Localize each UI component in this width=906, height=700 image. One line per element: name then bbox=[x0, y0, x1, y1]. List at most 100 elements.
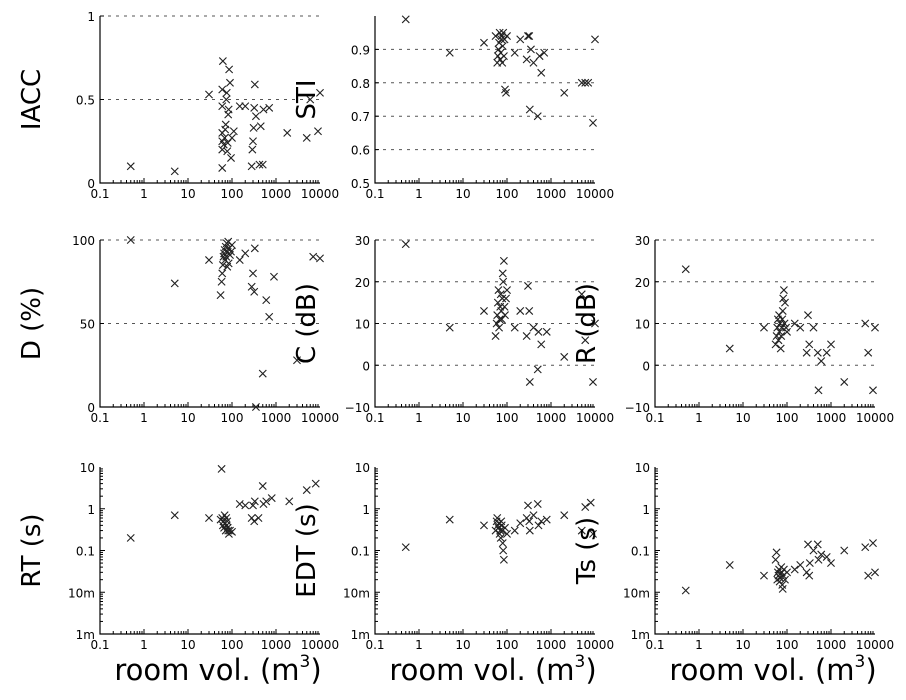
data-point bbox=[494, 45, 503, 54]
data-point bbox=[285, 497, 294, 506]
x-tick-label: 10000 bbox=[576, 411, 614, 425]
data-point bbox=[581, 78, 590, 87]
data-point bbox=[529, 58, 538, 67]
data-point bbox=[725, 344, 734, 353]
data-point bbox=[790, 319, 799, 328]
data-point bbox=[827, 559, 835, 568]
data-point bbox=[250, 497, 259, 506]
data-point bbox=[525, 526, 534, 535]
data-point bbox=[250, 287, 259, 296]
data-point bbox=[525, 32, 534, 41]
panel-ts: 0.1 1 10 100 1000 10000 1m 10m 0.1 1 10 Ts (s) room … bbox=[572, 461, 894, 687]
data-point bbox=[223, 517, 232, 526]
x-tick-label: 1000 bbox=[261, 411, 292, 425]
y-tick-label: 0.1 bbox=[351, 545, 370, 559]
data-point bbox=[500, 523, 509, 532]
data-point bbox=[311, 479, 320, 488]
data-point bbox=[760, 571, 768, 580]
data-point bbox=[774, 336, 783, 345]
data-point bbox=[802, 348, 811, 357]
data-point bbox=[499, 52, 508, 61]
data-point bbox=[776, 344, 785, 353]
data-point bbox=[259, 105, 268, 114]
data-point bbox=[222, 88, 231, 97]
data-point bbox=[227, 153, 236, 162]
panel-c: 0.1 1 10 100 1000 10000 −10 0 10 20 30 C (dB) bbox=[292, 234, 614, 425]
y-tick-label: 1m bbox=[351, 628, 370, 642]
x-tick-label: 100 bbox=[496, 638, 519, 652]
data-point bbox=[262, 497, 271, 506]
axes-ts bbox=[654, 467, 875, 635]
x-tick-label: 1 bbox=[140, 411, 148, 425]
data-point bbox=[516, 519, 525, 528]
y-tick-label: 0.1 bbox=[631, 545, 650, 559]
y-tick-label: 0.5 bbox=[76, 94, 95, 108]
data-point bbox=[868, 539, 877, 548]
data-point bbox=[525, 377, 534, 386]
data-point bbox=[205, 256, 213, 265]
data-point bbox=[269, 272, 278, 281]
data-point bbox=[316, 88, 324, 97]
data-point bbox=[584, 78, 593, 87]
x-axis-label-ts: room vol. (m3) bbox=[669, 652, 876, 687]
data-point bbox=[805, 571, 814, 580]
y-axis-label-edt: EDT (s) bbox=[292, 503, 322, 597]
x-tick-label: 10 bbox=[180, 411, 195, 425]
data-point bbox=[503, 32, 511, 41]
data-point bbox=[498, 58, 507, 67]
y-tick-label: −10 bbox=[625, 401, 650, 415]
panel-sti: 0.1 1 10 100 1000 10000 0.5 0.6 0.7 0.8 0.9 STI bbox=[292, 15, 614, 201]
data-point bbox=[401, 15, 410, 24]
data-point bbox=[827, 340, 835, 349]
data-point bbox=[529, 323, 538, 332]
data-point bbox=[822, 552, 831, 561]
data-point bbox=[316, 254, 324, 263]
data-point bbox=[247, 162, 256, 171]
data-point bbox=[498, 269, 507, 278]
y-tick-label: 20 bbox=[355, 276, 370, 290]
data-point bbox=[247, 282, 256, 291]
data-point bbox=[502, 294, 511, 303]
data-point bbox=[777, 332, 786, 341]
data-point bbox=[445, 48, 454, 57]
data-point bbox=[491, 332, 500, 341]
x-tick-label: 10000 bbox=[301, 638, 339, 652]
data-point bbox=[219, 140, 228, 149]
data-point bbox=[250, 517, 259, 526]
x-tick-label: 10000 bbox=[856, 638, 894, 652]
x-tick-label: 10000 bbox=[301, 411, 339, 425]
data-point bbox=[258, 369, 267, 378]
data-point bbox=[588, 377, 597, 386]
panel-d: 0.1 1 10 100 1000 10000 0 50 100 D (%) bbox=[17, 234, 339, 425]
data-point bbox=[796, 323, 805, 332]
data-point bbox=[817, 550, 826, 559]
data-point bbox=[577, 290, 586, 299]
data-point bbox=[510, 48, 519, 57]
data-point bbox=[126, 162, 135, 171]
x-tick-label: 100 bbox=[221, 638, 244, 652]
data-point bbox=[254, 514, 263, 523]
data-point bbox=[533, 112, 542, 121]
x-tick-label: 1000 bbox=[816, 411, 847, 425]
data-point bbox=[126, 533, 135, 542]
x-tick-label: 1 bbox=[695, 411, 703, 425]
data-point bbox=[250, 80, 259, 89]
x-tick-label: 0.1 bbox=[90, 638, 109, 652]
data-point bbox=[228, 133, 236, 142]
data-point bbox=[241, 249, 250, 258]
data-point bbox=[218, 85, 227, 94]
data-point bbox=[126, 236, 135, 244]
data-point bbox=[480, 306, 488, 315]
data-point bbox=[861, 319, 870, 328]
data-point bbox=[524, 281, 532, 290]
data-point bbox=[725, 560, 734, 569]
data-point bbox=[217, 464, 226, 473]
data-point bbox=[302, 486, 311, 495]
x-tick-label: 1 bbox=[415, 638, 423, 652]
data-point bbox=[218, 57, 227, 66]
data-point bbox=[805, 559, 814, 568]
x-tick-label: 100 bbox=[496, 187, 519, 201]
y-tick-label: 1 bbox=[362, 503, 370, 517]
data-point bbox=[220, 133, 229, 142]
x-tick-label: 1000 bbox=[536, 638, 567, 652]
